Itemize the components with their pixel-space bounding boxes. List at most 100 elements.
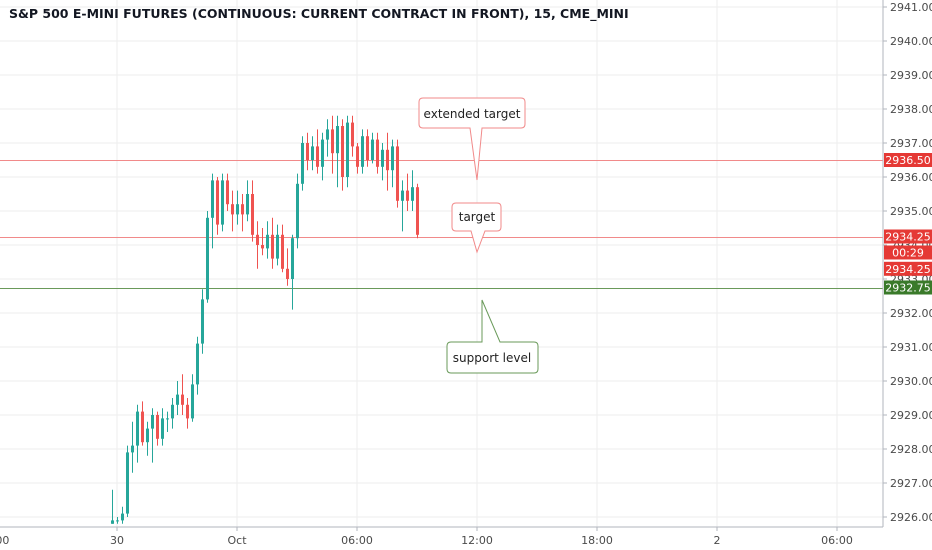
candle-body [401,190,404,201]
candle [161,408,164,446]
callout-target[interactable]: target [451,202,502,254]
candle-body [231,204,234,215]
candle-body [186,404,189,419]
candle-body [196,343,199,385]
price-tag: 00:29 [884,245,932,259]
candle [301,136,304,191]
candle-body [141,411,144,443]
candle [231,190,234,232]
candle-body [306,143,309,160]
candle-body [241,204,244,215]
price-tag: 2934.25 [884,229,932,244]
candles [111,115,419,524]
candle [291,234,294,310]
price-tag-label: 2934.25 [885,263,931,276]
x-tick-label: 2:00 [0,534,9,547]
candle-body [111,520,114,524]
candle-body [221,180,224,225]
candle [196,336,199,395]
candle-body [316,146,319,167]
candle [126,445,129,517]
y-tick-label: 2937.00 [890,137,932,150]
candle-body [211,180,214,218]
candle [176,381,179,415]
candle [306,132,309,171]
candle [256,221,259,269]
level-lines [0,160,883,289]
candle [206,211,209,303]
price-tags: 2936.50 2934.25 00:29 2934.25 2932.75 [884,153,932,295]
candle-body [381,149,384,167]
candle-body [251,194,254,235]
x-tick-label: Oct [227,534,247,547]
candle [401,180,404,232]
price-tag-bg [884,261,932,276]
x-tick-label: 2 [714,534,721,547]
y-tick-label: 2935.00 [890,205,932,218]
candle [271,217,274,269]
candle-body [366,136,369,160]
candle-body [326,129,329,140]
candle [286,248,289,286]
candle [351,115,354,157]
y-tick-label: 2926.00 [890,511,932,524]
candle [201,289,204,354]
x-tick-label: 30 [110,534,124,547]
candle-body [356,146,359,167]
candle-body [336,126,339,154]
candle [241,194,244,232]
candle-body [216,180,219,225]
callout-extended-target[interactable]: extended target [418,97,526,181]
candle [296,173,299,249]
x-axis-ticks: 2:00 30 Oct 06:00 12:00 18:00 2 06:00 [0,527,853,547]
candle-body [396,146,399,201]
callout-target-shape [451,202,502,254]
candle-body [126,452,129,514]
candle [396,139,399,208]
candle-body [376,139,379,167]
candle-body [171,404,174,419]
candle-body [261,245,264,249]
callout-support-level[interactable]: support level [446,299,539,374]
candle [321,132,324,181]
candle-body [301,143,304,184]
candle-body [331,129,334,154]
candle-body [131,445,134,453]
candle [221,173,224,232]
candle-body [286,268,289,279]
price-tag-bg [884,280,932,295]
candle [211,173,214,249]
candle-body [271,234,274,259]
candle-body [361,136,364,167]
candle [151,408,154,463]
candle-body [201,299,204,344]
candle [171,398,174,429]
candle [121,506,124,524]
y-tick-label: 2932.00 [890,307,932,320]
candle [311,136,314,171]
candle-body [146,428,149,443]
candle [246,180,249,222]
y-tick-label: 2939.00 [890,69,932,82]
callout-extended-target-shape [418,97,526,181]
candle-body [116,520,119,522]
price-tag-label: 00:29 [892,246,924,259]
candle [346,115,349,188]
y-tick-label: 2938.00 [890,103,932,116]
candle-body [346,122,349,177]
candle [181,374,184,415]
price-tag-label: 2936.50 [885,154,931,167]
x-tick-label: 06:00 [821,534,853,547]
callout-support-level-shape [446,299,539,374]
candle-body [386,149,389,171]
candle [146,421,149,456]
candle-body [391,146,394,171]
candle-body [246,194,249,215]
candle-body [206,217,209,300]
candle [366,129,369,167]
candle-body [341,126,344,177]
candle [116,517,119,524]
